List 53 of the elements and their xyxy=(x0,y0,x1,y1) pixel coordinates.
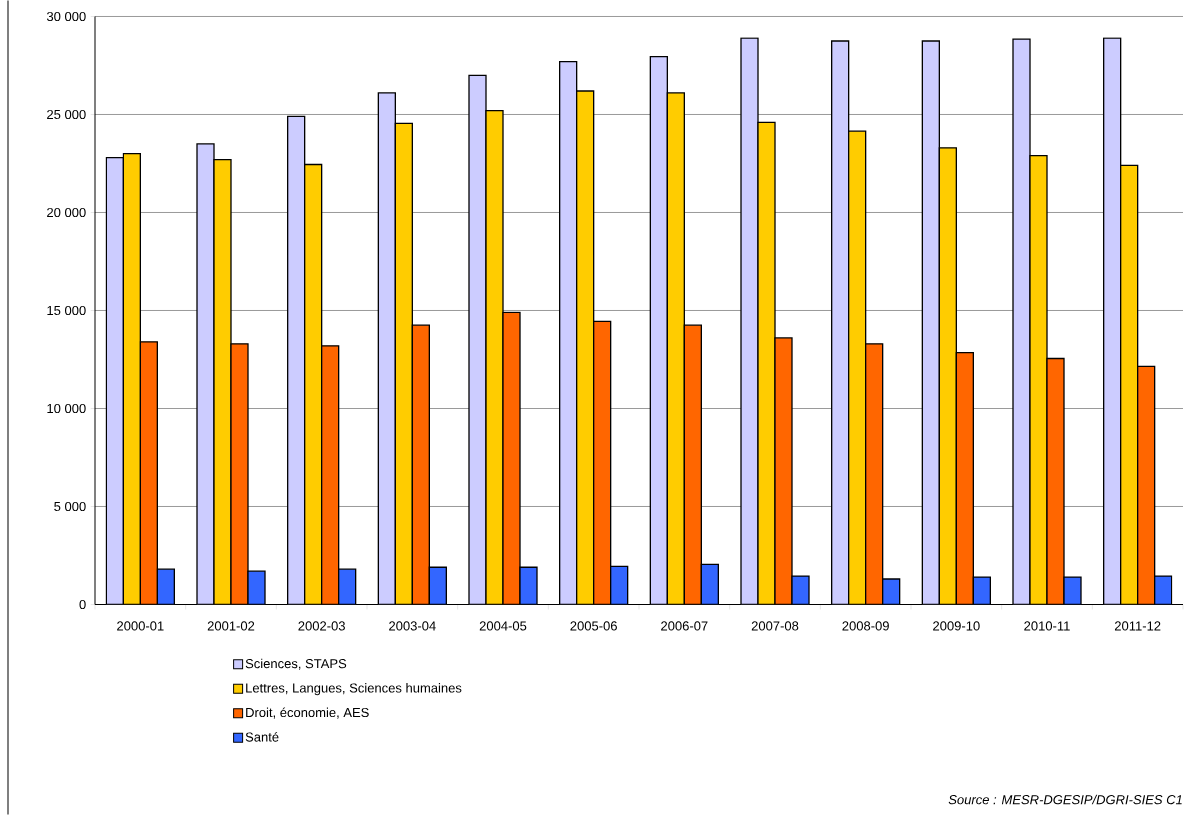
legend-label: Sciences, STAPS xyxy=(245,658,347,670)
bar xyxy=(139,341,158,605)
bar xyxy=(955,351,974,605)
x-tick-label: 2001-02 xyxy=(207,621,255,631)
bar xyxy=(321,345,340,605)
bar xyxy=(428,566,447,605)
x-tick-label: 2009-10 xyxy=(933,621,980,631)
bar xyxy=(122,153,141,605)
bar xyxy=(921,40,940,605)
bar xyxy=(411,324,430,605)
bar xyxy=(938,147,957,605)
bar xyxy=(287,115,306,605)
x-tick-label: 2003-04 xyxy=(389,621,436,631)
y-tick-label: 5 000 xyxy=(54,501,86,512)
x-tick-label: 2005-06 xyxy=(570,621,617,631)
bar xyxy=(559,60,578,605)
y-tick-label: 0 xyxy=(79,599,86,610)
bar xyxy=(865,343,884,605)
y-tick-label: 15 000 xyxy=(47,305,86,316)
x-tick-label: 2000-01 xyxy=(117,621,164,631)
bar xyxy=(1103,37,1122,605)
y-tick-label: 30 000 xyxy=(46,11,86,22)
x-tick-label: 2010-11 xyxy=(1024,621,1070,631)
bar xyxy=(593,320,612,605)
bar xyxy=(156,568,175,605)
bar xyxy=(576,90,595,605)
y-tick-label: 25 000 xyxy=(47,109,86,120)
bar xyxy=(394,122,413,605)
bar xyxy=(304,163,323,605)
legend-label: Lettres, Langues, Sciences humaines xyxy=(246,683,462,696)
bar xyxy=(377,92,396,605)
bar xyxy=(848,130,867,605)
bar xyxy=(700,563,719,605)
bar xyxy=(649,56,668,605)
x-tick-label: 2006-07 xyxy=(661,621,708,631)
x-tick-label: 2002-03 xyxy=(298,621,345,631)
y-tick-label: 20 000 xyxy=(47,207,86,218)
x-tick-label: 2011-12 xyxy=(1114,621,1161,631)
legend-label: Droit, économie, AES xyxy=(246,707,369,719)
bar xyxy=(831,40,850,605)
bar xyxy=(610,565,629,605)
x-tick-label: 2007-08 xyxy=(751,621,799,631)
source-note: Source : MESR-DGESIP/DGRI-SIES C1 xyxy=(948,794,1182,805)
x-tick-label: 2008-09 xyxy=(842,621,889,631)
x-tick-label: 2004-05 xyxy=(479,621,527,631)
bar xyxy=(338,568,357,605)
bar xyxy=(105,156,124,605)
bar xyxy=(683,324,702,605)
bar xyxy=(1120,164,1139,605)
bar xyxy=(666,92,685,605)
legend-label: Santé xyxy=(245,731,279,742)
bar xyxy=(1137,365,1156,605)
y-tick-label: 10 000 xyxy=(47,403,86,414)
